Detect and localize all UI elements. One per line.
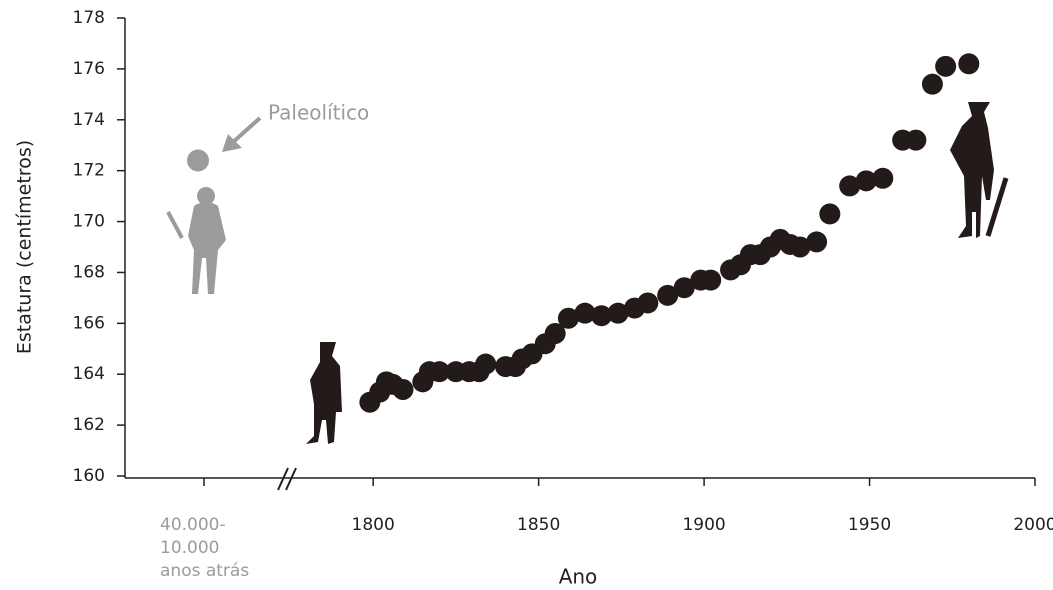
y-tick-label: 162 (73, 415, 105, 435)
point (935, 56, 956, 77)
y-tick-label: 174 (73, 110, 105, 130)
point (872, 168, 893, 189)
point (806, 231, 827, 252)
annotation: Paleolítico (268, 101, 369, 125)
x-axis-title: Ano (559, 565, 598, 589)
chart: Estatura (centímetros) Ano Paleolítico 1… (0, 0, 1053, 590)
figure-modern (950, 102, 1006, 238)
axis-break (278, 468, 296, 490)
x-tick-label: 1850 (517, 515, 560, 535)
y-tick-label: 170 (73, 212, 105, 232)
x-tick-label: 1900 (682, 515, 725, 535)
annotation-arrow (222, 118, 260, 152)
paleolithic-point (187, 149, 209, 171)
point (700, 270, 721, 291)
x-tick-label: 1950 (848, 515, 891, 535)
x-tick-label: 1800 (352, 515, 395, 535)
y-axis-title: Estatura (centímetros) (14, 140, 36, 354)
point (819, 203, 840, 224)
y-tick-label: 168 (73, 262, 105, 282)
y-tick-label: 178 (73, 8, 105, 28)
x-tick-label: 2000 (1013, 515, 1053, 535)
point (637, 292, 658, 313)
point (922, 74, 943, 95)
paleolithic-figure (168, 187, 226, 294)
point (392, 379, 413, 400)
point (905, 130, 926, 151)
figure-1800 (306, 342, 342, 444)
y-tick-label: 160 (73, 466, 105, 486)
y-tick-label: 164 (73, 364, 105, 384)
x-tick-label: 40.000- (160, 515, 226, 535)
point (958, 53, 979, 74)
x-tick-label: anos atrás (160, 561, 249, 581)
x-tick-label: 10.000 (160, 538, 219, 558)
y-tick-label: 172 (73, 161, 105, 181)
point (475, 354, 496, 375)
y-tick-label: 166 (73, 313, 105, 333)
y-tick-label: 176 (73, 59, 105, 79)
